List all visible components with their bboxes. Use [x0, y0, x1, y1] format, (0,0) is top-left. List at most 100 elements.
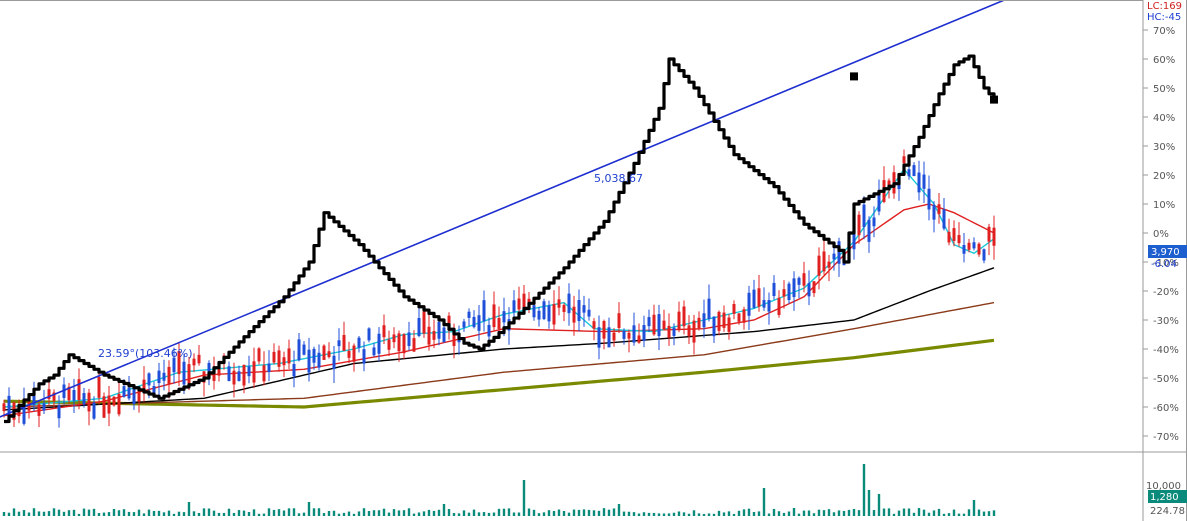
volume-current-badge: [1148, 490, 1187, 503]
candle-body: [502, 311, 506, 323]
ma240-line: [3, 338, 995, 409]
volume-bar: [512, 512, 516, 516]
candle-body: [697, 317, 701, 329]
volume-bar: [642, 512, 646, 516]
volume-bar: [527, 508, 531, 516]
candle-body: [797, 277, 801, 285]
volume-bar: [617, 504, 621, 516]
y-tick-label: -50%: [1153, 374, 1179, 385]
volume-bar: [977, 509, 981, 516]
candle-body: [72, 390, 76, 401]
volume-bar: [207, 508, 211, 516]
current-price-label: 3,970: [1151, 247, 1180, 258]
volume-bar: [587, 509, 591, 516]
candle-body: [857, 214, 861, 236]
volume-bar: [657, 513, 661, 516]
volume-bar: [272, 509, 276, 516]
candle-body: [397, 333, 401, 352]
volume-bar: [792, 508, 796, 516]
candle-body: [327, 351, 331, 358]
candle-body: [962, 244, 966, 254]
volume-bar: [717, 510, 721, 516]
candle-body: [357, 337, 361, 348]
volume-bar: [57, 509, 61, 516]
volume-bottom-label: 224.78: [1150, 506, 1185, 517]
candle-body: [522, 293, 526, 312]
volume-bar: [407, 508, 411, 516]
volume-bar: [22, 510, 26, 516]
ma120-line: [3, 301, 995, 408]
volume-bar: [922, 509, 926, 516]
candle-body: [982, 249, 986, 261]
volume-tick: 10,000: [1146, 481, 1181, 492]
volume-bar: [912, 512, 916, 516]
volume-bar: [362, 508, 366, 516]
volume-bar: [177, 511, 181, 516]
candle-body: [447, 315, 451, 326]
volume-bar: [712, 513, 716, 516]
volume-bar: [832, 512, 836, 516]
candle-body: [597, 327, 601, 348]
volume-bar: [872, 510, 876, 516]
candle-body: [957, 235, 961, 244]
candle-body: [757, 288, 761, 307]
volume-bar: [217, 512, 221, 516]
candle-body: [482, 300, 486, 322]
volume-bar: [852, 508, 856, 516]
candle-body: [412, 338, 416, 352]
volume-bar: [427, 509, 431, 516]
volume-bar: [317, 508, 321, 516]
volume-bar: [392, 509, 396, 516]
volume-bar: [502, 508, 506, 516]
candle-body: [187, 364, 191, 384]
current-pct-label: -6.04: [1151, 259, 1177, 270]
volume-bar: [367, 511, 371, 516]
volume-bar: [112, 508, 116, 516]
volume-bar: [32, 508, 36, 516]
y-tick-label: 70%: [1153, 26, 1175, 37]
end-marker: [990, 95, 998, 104]
candle-body: [442, 327, 446, 343]
candle-body: [207, 362, 211, 376]
volume-bar: [17, 511, 21, 516]
candle-body: [582, 305, 586, 313]
candle-body: [342, 334, 346, 351]
candle-body: [377, 333, 381, 354]
volume-bar: [467, 512, 471, 516]
volume-bar: [627, 511, 631, 516]
candle-body: [792, 278, 796, 298]
volume-bar: [157, 510, 161, 516]
volume-bar: [597, 510, 601, 516]
candle-body: [177, 351, 181, 375]
candle-body: [47, 389, 51, 400]
volume-bar: [632, 512, 636, 516]
candle-body: [297, 339, 301, 361]
volume-bar: [752, 511, 756, 516]
candle-body: [302, 344, 306, 355]
candle-body: [627, 332, 631, 339]
header-hc: HC:-45: [1147, 12, 1181, 23]
volume-bar: [377, 510, 381, 516]
volume-bar: [767, 513, 771, 516]
candle-body: [802, 273, 806, 286]
volume-bar: [777, 511, 781, 516]
y-tick-label: -60%: [1153, 403, 1179, 414]
candle-body: [407, 332, 411, 347]
volume-bar: [352, 513, 356, 516]
volume-bar: [397, 510, 401, 516]
candle-body: [942, 209, 946, 229]
candle-body: [382, 325, 386, 338]
candle-body: [267, 363, 271, 373]
volume-bar: [137, 509, 141, 516]
volume-bar: [62, 511, 66, 516]
candle-body: [347, 350, 351, 358]
candle-body: [452, 329, 456, 347]
y-tick-label: 20%: [1153, 171, 1175, 182]
candle-body: [932, 204, 936, 220]
candle-body: [32, 396, 36, 405]
volume-bar: [382, 508, 386, 516]
candle-body: [897, 183, 901, 190]
candle-body: [677, 311, 681, 331]
volume-bar: [942, 513, 946, 516]
volume-bar: [277, 509, 281, 516]
